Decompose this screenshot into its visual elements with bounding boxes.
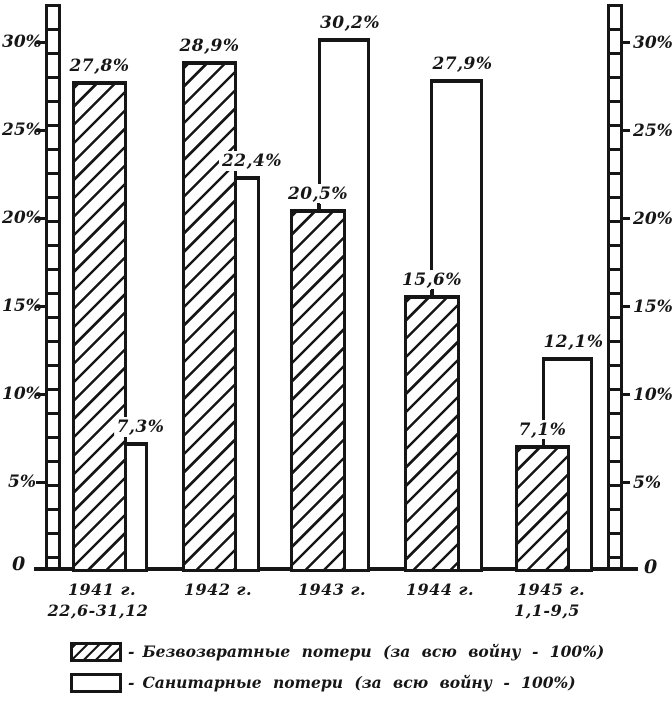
hatched-bar-1942	[182, 61, 237, 572]
right-y-axis-ladder	[607, 4, 623, 570]
ytick-line-left-5	[36, 481, 45, 484]
legend-label-irrecoverable-losses: Безвозвратные потери (за всю войну - 100…	[142, 642, 605, 661]
ytick-left-15: 15%	[2, 296, 42, 316]
plain-bar-value-1945: 12,1%	[540, 332, 607, 352]
legend-row-irrecoverable-losses: - Безвозвратные потери (за всю войну - 1…	[70, 636, 604, 667]
plain-bar-value-1941: 7,3%	[113, 417, 168, 437]
plain-bar-value-1943: 30,2%	[316, 13, 384, 33]
x-label-1941: 1941 г.	[67, 580, 137, 599]
hatched-bar-1944	[404, 295, 460, 572]
hatched-bar-value-1943: 20,5%	[284, 184, 352, 204]
ytick-line-right-10	[621, 393, 630, 396]
label-connector-1944	[431, 289, 434, 295]
zero-label-right: 0	[644, 556, 658, 578]
x-label-1944: 1944 г.	[405, 580, 475, 599]
legend: - Безвозвратные потери (за всю войну - 1…	[70, 636, 604, 698]
x-sublabel-1945: 1,1-9,5	[514, 601, 580, 620]
legend-dash: -	[128, 642, 135, 661]
x-label-1943: 1943 г.	[297, 580, 367, 599]
hatched-bar-1943	[290, 209, 346, 572]
x-label-1942: 1942 г.	[183, 580, 253, 599]
ytick-left-25: 25%	[2, 120, 42, 140]
ytick-right-5: 5%	[633, 473, 661, 493]
hatched-bar-value-1944: 15,6%	[398, 270, 466, 290]
hatched-bar-1941	[72, 81, 127, 572]
ytick-right-25: 25%	[633, 121, 672, 141]
ytick-left-30: 30%	[2, 32, 42, 52]
ytick-line-right-20	[621, 217, 630, 220]
label-connector-1943	[317, 203, 320, 209]
ytick-line-left-15	[36, 305, 45, 308]
x-sublabel-1941: 22,6-31,12	[47, 601, 149, 620]
ytick-left-20: 20%	[2, 208, 42, 228]
ytick-line-left-25	[36, 129, 45, 132]
hatched-bar-value-1945: 7,1%	[515, 420, 570, 440]
legend-dash: -	[128, 673, 135, 692]
legend-label-sanitary-losses: Санитарные потери (за всю войну - 100%)	[142, 673, 576, 692]
legend-row-sanitary-losses: - Санитарные потери (за всю войну - 100%…	[70, 667, 604, 698]
hatched-bar-value-1942: 28,9%	[176, 36, 243, 56]
hatched-bar-1945	[515, 445, 570, 572]
ytick-left-10: 10%	[2, 384, 42, 404]
label-connector-1945	[541, 439, 545, 445]
plain-bar-value-1942: 22,4%	[218, 151, 286, 171]
ytick-line-right-30	[621, 41, 630, 44]
zero-label-left: 0	[12, 553, 26, 575]
ytick-line-right-25	[621, 129, 630, 132]
legend-swatch-white-icon	[70, 672, 122, 693]
ytick-line-left-10	[36, 393, 45, 396]
x-label-1945: 1945 г.	[516, 580, 586, 599]
ytick-right-15: 15%	[633, 297, 672, 317]
hatched-bar-value-1941: 27,8%	[66, 56, 133, 76]
ytick-right-20: 20%	[633, 209, 672, 229]
left-y-axis-ladder	[45, 4, 61, 570]
ytick-right-10: 10%	[633, 385, 672, 405]
ytick-line-right-15	[621, 305, 630, 308]
ytick-line-left-20	[36, 217, 45, 220]
ytick-left-5: 5%	[8, 472, 36, 492]
plain-bar-value-1944: 27,9%	[429, 54, 496, 74]
ytick-line-left-30	[36, 41, 45, 44]
ytick-line-right-5	[621, 481, 630, 484]
legend-swatch-hatched-icon	[70, 641, 122, 662]
ytick-right-30: 30%	[633, 33, 672, 53]
